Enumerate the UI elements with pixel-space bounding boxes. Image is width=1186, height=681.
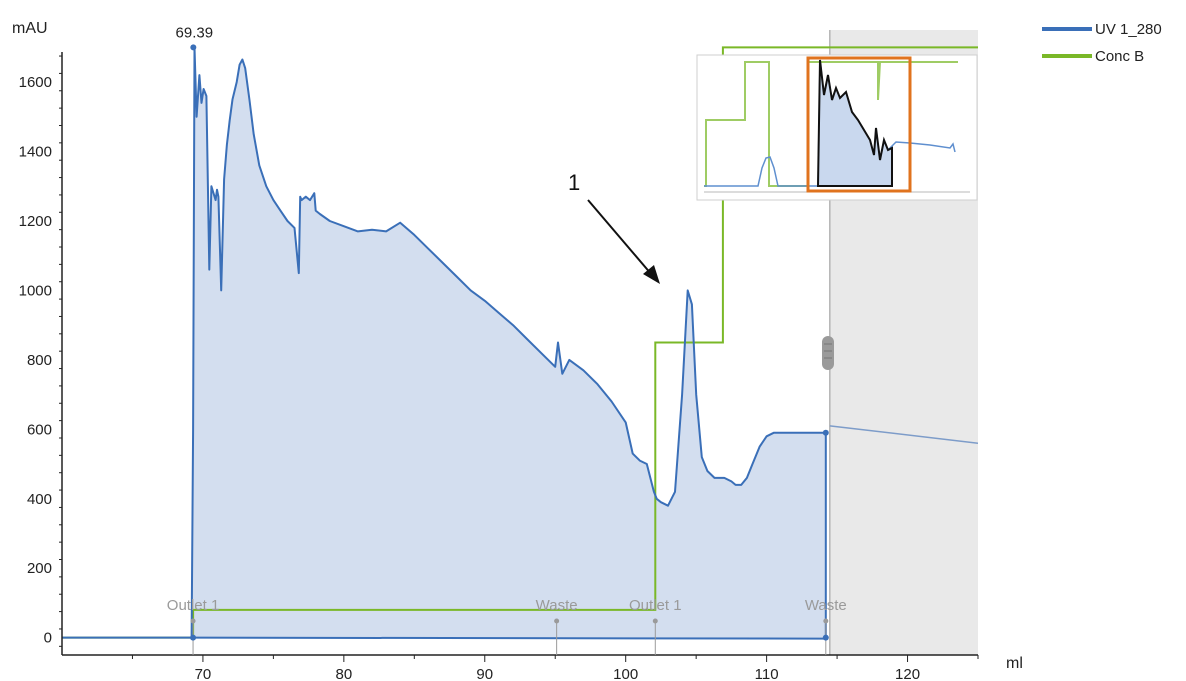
legend-label-conc: Conc B <box>1095 48 1144 65</box>
y-axis-unit: mAU <box>12 20 48 37</box>
annotation-label: 1 <box>568 170 580 195</box>
x-axis-unit: ml <box>1006 655 1023 672</box>
fraction-label: Outlet 1 <box>167 597 220 614</box>
legend-label-uv: UV 1_280 <box>1095 21 1162 38</box>
peak-label: 69.39 <box>176 24 214 41</box>
fraction-marker-dot[interactable] <box>823 618 829 624</box>
fraction-label: Waste <box>536 597 578 614</box>
fraction-label: Outlet 1 <box>629 597 682 614</box>
y-tick-label: 0 <box>44 630 52 647</box>
x-tick-label: 120 <box>895 666 920 681</box>
run-end-dot[interactable] <box>822 634 829 641</box>
uv-area-fill <box>62 47 826 638</box>
uv-projection-line <box>829 425 978 444</box>
uv-baseline <box>193 636 826 640</box>
annotation-1: 1 <box>568 170 660 284</box>
fraction-marker-dot[interactable] <box>190 618 196 624</box>
y-tick-label: 1600 <box>19 74 52 91</box>
inset-zoom-frame[interactable] <box>806 56 912 193</box>
peak-marker[interactable] <box>190 44 197 51</box>
y-tick-label: 400 <box>27 491 52 508</box>
x-tick-label: 100 <box>613 666 638 681</box>
x-tick-label: 70 <box>195 666 212 681</box>
x-tick-label: 90 <box>476 666 493 681</box>
overview-inset[interactable] <box>696 54 978 201</box>
y-tick-label: 1200 <box>19 213 52 230</box>
fraction-marker-dot[interactable] <box>554 618 560 624</box>
run-end-value-dot[interactable] <box>822 429 829 436</box>
x-tick-label: 80 <box>336 666 353 681</box>
series-uv-line <box>62 46 826 639</box>
inset-selected-area <box>816 59 893 187</box>
y-tick-label: 200 <box>27 560 52 577</box>
fraction-marker-dot[interactable] <box>652 618 658 624</box>
y-tick-label: 800 <box>27 352 52 369</box>
fraction-label: Waste <box>805 597 847 614</box>
legend: UV 1_280 Conc B <box>1042 21 1162 65</box>
annotation-arrowhead <box>643 265 660 284</box>
annotation-arrow <box>587 199 653 276</box>
x-tick-label: 110 <box>755 666 779 681</box>
y-tick-label: 600 <box>27 421 52 438</box>
divider-drag-handle[interactable] <box>822 336 834 370</box>
y-tick-label: 1400 <box>19 144 52 161</box>
y-tick-label: 1000 <box>19 282 52 299</box>
inset-conc-line <box>704 61 958 187</box>
run-start-dot[interactable] <box>190 634 197 641</box>
